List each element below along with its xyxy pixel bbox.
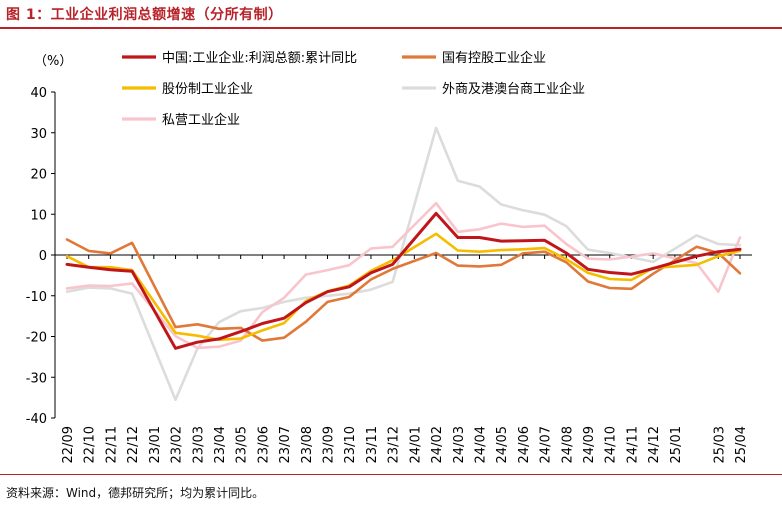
x-tick-label: 23/10 xyxy=(343,426,358,463)
source-note: 资料来源：Wind，德邦研究所；均为累计同比。 xyxy=(6,486,265,500)
x-tick-label: 23/11 xyxy=(365,426,380,463)
x-tick-label: 23/04 xyxy=(213,426,228,463)
series-lines xyxy=(65,126,742,401)
x-tick-label: 24/11 xyxy=(625,426,640,463)
y-tick-label: -40 xyxy=(26,412,47,427)
x-tick-label: 23/06 xyxy=(256,426,271,463)
y-tick-label: 40 xyxy=(30,86,47,101)
x-tick-label: 23/01 xyxy=(148,426,163,463)
x-tick-label: 24/10 xyxy=(604,426,619,463)
x-tick-label: 25/04 xyxy=(734,426,749,463)
x-tick-label: 22/09 xyxy=(61,426,76,463)
y-tick-label: 0 xyxy=(39,249,47,264)
y-tick-label: -10 xyxy=(26,290,47,305)
x-tick-label: 23/08 xyxy=(300,426,315,463)
y-tick-label: -30 xyxy=(26,371,47,386)
y-tick-label: -20 xyxy=(26,331,47,346)
x-tick-label: 24/12 xyxy=(647,426,662,463)
y-axis-label: （%） xyxy=(34,54,72,69)
x-tick-label: 24/01 xyxy=(408,426,423,463)
series-line xyxy=(65,211,742,350)
x-tick-label: 25/01 xyxy=(669,426,684,463)
x-tick-label: 24/04 xyxy=(473,426,488,463)
legend-label: 国有控股工业企业 xyxy=(442,50,546,66)
legend-label: 中国:工业企业:利润总额:累计同比 xyxy=(162,50,357,66)
legend-label: 私营工业企业 xyxy=(162,112,240,128)
y-tick-label: 10 xyxy=(30,208,47,223)
x-tick-label: 24/07 xyxy=(539,426,554,463)
x-tick-label: 22/12 xyxy=(126,426,141,463)
x-tick-label: 24/06 xyxy=(517,426,532,463)
chart-title: 图 1：工业企业利润总额增速（分所有制） xyxy=(6,7,283,23)
x-tick-label: 22/11 xyxy=(104,426,119,463)
series-line xyxy=(65,238,742,342)
x-tick-label: 23/09 xyxy=(322,426,337,463)
legend-label: 股份制工业企业 xyxy=(162,81,253,97)
x-ticks: 22/09 22/10 22/11 22/12 23/01 23/02 23/03 23/04… xyxy=(61,255,749,463)
series-line xyxy=(65,201,742,350)
y-ticks: 40 30 20 10 0 -10 -20 -30 -40 xyxy=(26,86,55,427)
x-tick-label: 24/09 xyxy=(582,426,597,463)
x-tick-label: 23/12 xyxy=(387,426,402,463)
legend-label: 外商及港澳台商工业企业 xyxy=(442,81,585,97)
line-chart: （%） 40 30 20 10 0 -10 -20 -30 -40 22/09 22/10 22/1… xyxy=(26,50,752,463)
y-tick-label: 20 xyxy=(30,168,47,183)
x-tick-label: 23/02 xyxy=(170,426,185,463)
y-tick-label: 30 xyxy=(30,127,47,142)
x-tick-label: 23/03 xyxy=(191,426,206,463)
x-tick-label: 24/05 xyxy=(495,426,510,463)
title-divider xyxy=(0,27,782,29)
x-tick-label: 24/03 xyxy=(452,426,467,463)
x-tick-label: 24/02 xyxy=(430,426,445,463)
x-tick-label: 25/03 xyxy=(712,426,727,463)
x-tick-label: 22/10 xyxy=(83,426,98,463)
footer-divider xyxy=(0,474,782,475)
x-tick-label: 23/05 xyxy=(235,426,250,463)
x-tick-label: 23/07 xyxy=(278,426,293,463)
x-tick-label: 24/08 xyxy=(560,426,575,463)
